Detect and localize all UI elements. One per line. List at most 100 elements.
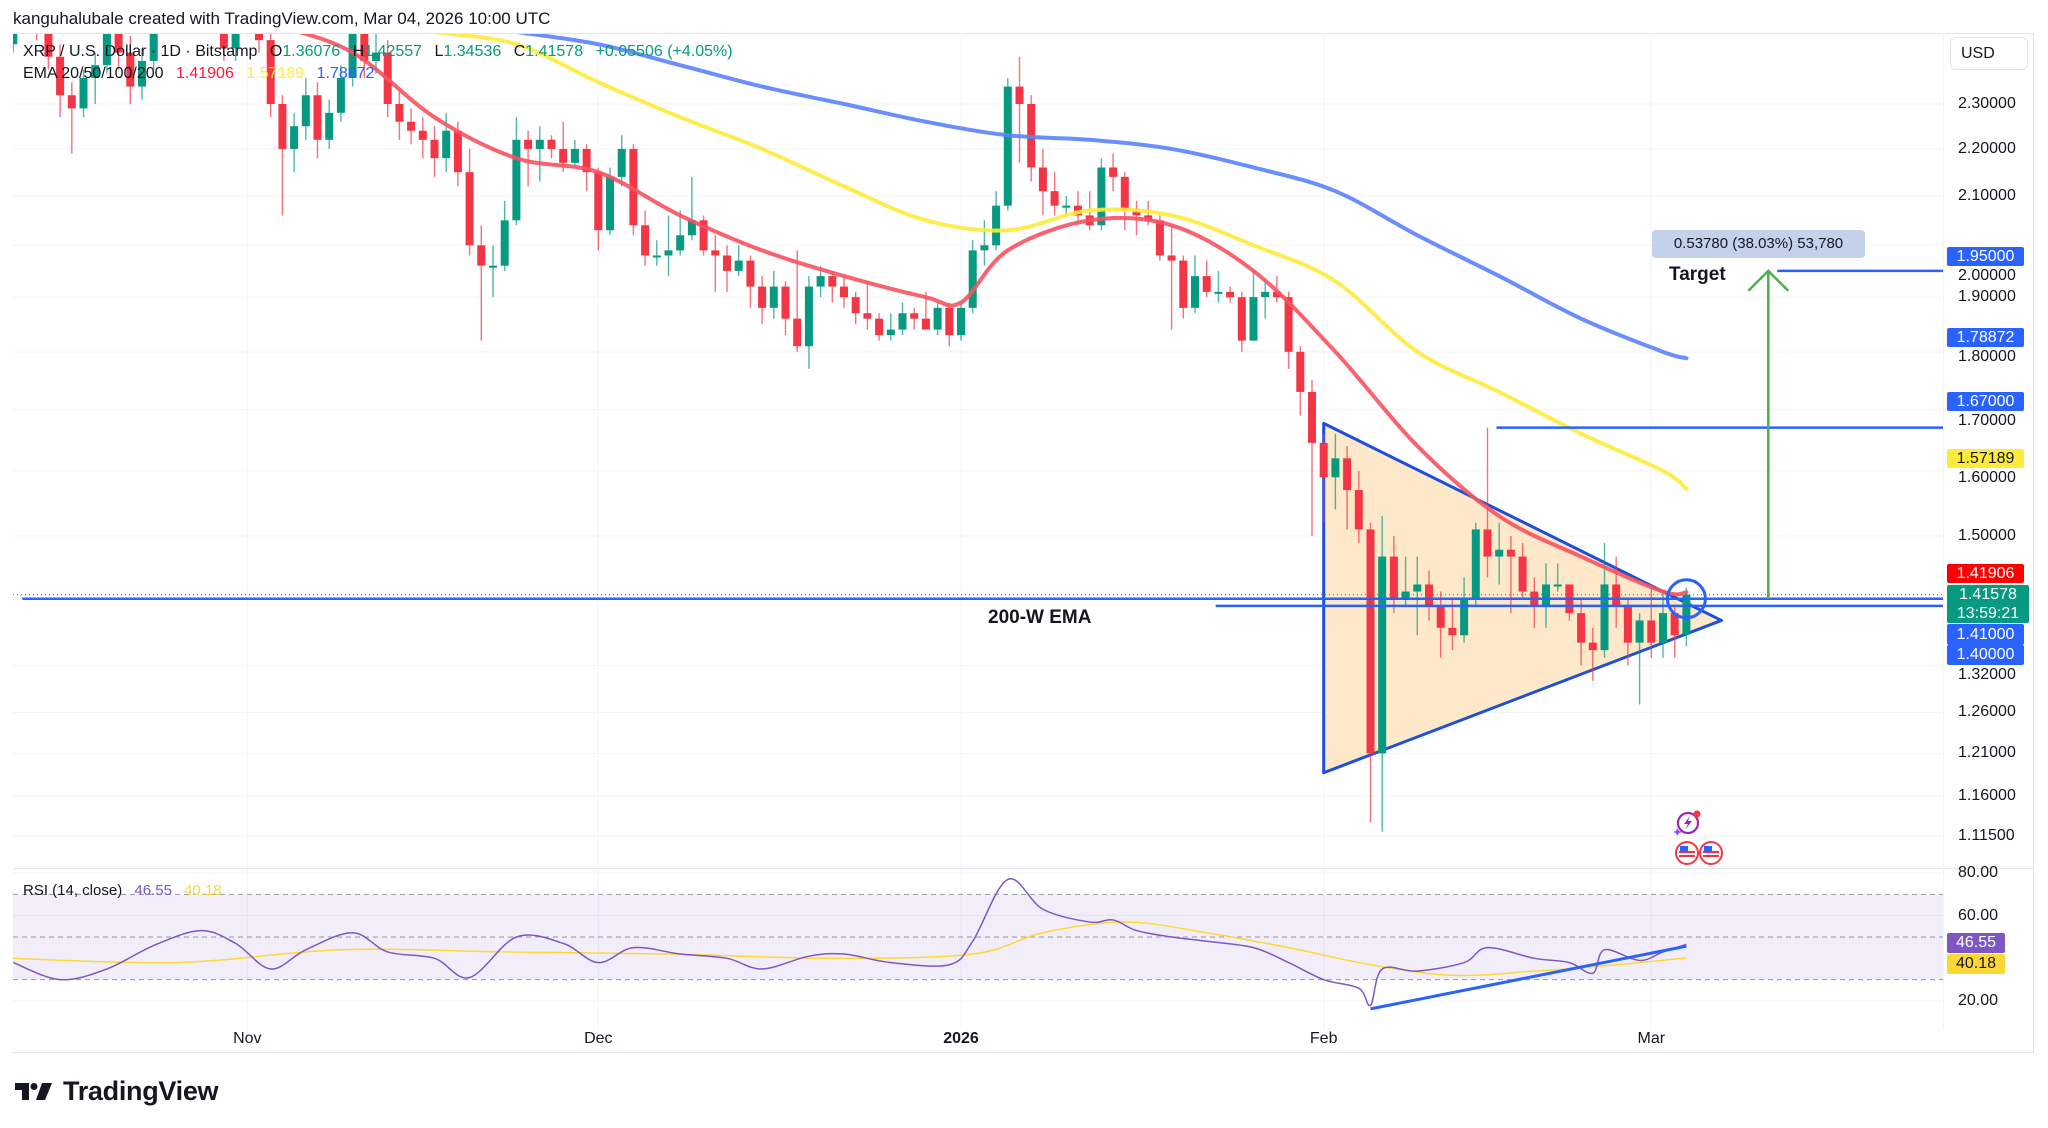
ema-legend[interactable]: EMA 20/50/100/200 1.41906 1.57189 1.7887… (23, 65, 382, 83)
candle-body (21, 0, 29, 20)
candle (1506, 536, 1515, 614)
candle (1378, 516, 1387, 832)
candle-body (313, 95, 322, 140)
candle (477, 225, 486, 341)
candle (255, 34, 263, 53)
rsi-legend[interactable]: RSI (14, close) 46.55 40.18 (23, 882, 230, 900)
symbol-legend[interactable]: XRP / U.S. Dollar · 1D · Bitstamp O1.360… (23, 43, 741, 61)
us-flag-icon[interactable] (1675, 841, 1699, 865)
candle-body (1038, 167, 1047, 192)
drawings[interactable] (13, 269, 1943, 620)
us-flag-icon[interactable] (1699, 841, 1723, 865)
candle (1448, 598, 1457, 651)
candle-body (711, 250, 720, 256)
rsi-ma-line (13, 921, 1687, 977)
candle-body (980, 245, 989, 251)
candle (1389, 536, 1398, 614)
candle (102, 34, 111, 74)
candle-body (734, 260, 743, 271)
candle (173, 0, 181, 12)
ai-insight-icon[interactable] (1672, 808, 1702, 838)
candle (851, 291, 860, 325)
candle-body (301, 95, 310, 127)
tradingview-logo[interactable]: TradingView (15, 1076, 219, 1107)
candle (1319, 433, 1328, 523)
candle-body (1202, 276, 1211, 292)
candle (313, 82, 322, 159)
candle (138, 48, 146, 100)
candle-body (547, 139, 556, 149)
candle (1518, 542, 1527, 599)
candle-body (1670, 613, 1679, 636)
candle-body (1214, 291, 1223, 294)
candle (828, 270, 837, 303)
candle-body (138, 60, 146, 87)
candle-body (1331, 458, 1340, 478)
candle-body (1050, 191, 1059, 206)
candle (21, 0, 29, 32)
symbol-name: XRP / U.S. Dollar · 1D · Bitstamp (23, 43, 258, 60)
candle-body (430, 139, 439, 159)
candle (1343, 445, 1352, 530)
ema20-value: 1.41906 (176, 65, 234, 82)
candle-body (1647, 620, 1656, 643)
candle-body (1261, 291, 1270, 298)
candle (945, 302, 954, 347)
candle-body (1588, 642, 1597, 651)
candle (641, 210, 650, 266)
candle (652, 240, 661, 266)
rsi-value: 46.55 (134, 882, 172, 899)
tradingview-logo-text: TradingView (63, 1076, 219, 1106)
economic-events-icon[interactable] (1674, 840, 1726, 866)
candle-body (1600, 584, 1609, 651)
candle (1191, 255, 1199, 314)
candle (1483, 427, 1492, 578)
candle-body (33, 0, 41, 20)
candle-body (1518, 556, 1527, 592)
candle (500, 200, 509, 271)
candle (489, 245, 497, 298)
open-value: 1.36076 (282, 43, 341, 60)
last-price-badge: 1.41578 13:59:21 (1947, 585, 2029, 623)
candle (407, 108, 416, 145)
candle (734, 245, 743, 277)
price-tick-label: 2.00000 (1958, 267, 2016, 284)
candle (524, 130, 533, 187)
ema-annotation-label[interactable]: 200-W EMA (988, 607, 1092, 628)
candle (793, 250, 802, 352)
candle-body (1413, 584, 1422, 592)
candle-body (1109, 167, 1118, 177)
candle-body (570, 148, 579, 163)
candle (13, 34, 18, 53)
candle (1460, 577, 1469, 643)
time-tick-label: Dec (584, 1030, 613, 1047)
change-value: +0.05506 (+4.05%) (595, 43, 733, 60)
candle (372, 34, 380, 74)
currency-button[interactable]: USD (1950, 37, 2028, 70)
candle (360, 34, 369, 78)
candle-body (13, 34, 18, 45)
candle (465, 148, 474, 256)
candle (1214, 270, 1223, 303)
candle (664, 215, 673, 277)
last-price: 1.41578 (1959, 586, 2017, 603)
candle-body (1659, 613, 1667, 643)
candle (980, 220, 989, 266)
candle-body (1495, 549, 1504, 557)
target-annotation-label[interactable]: Target (1669, 264, 1726, 285)
candle-body (512, 139, 521, 221)
candle-body (149, 34, 158, 61)
candle (992, 191, 1001, 251)
price-range-measure[interactable]: 0.53780 (38.03%) 53,780 (1652, 230, 1865, 258)
chart-credit: kanguhalubale created with TradingView.c… (13, 9, 551, 28)
candle-body (1542, 584, 1550, 606)
price-tick-label: 1.11500 (1958, 827, 2015, 845)
ema-lines (298, 34, 1689, 597)
candle-body (1296, 351, 1305, 392)
candle (1366, 522, 1375, 823)
price-tick-label: 1.26000 (1958, 703, 2016, 721)
rsi-band (13, 893, 1943, 981)
candle-body (231, 34, 240, 49)
candle-body (746, 260, 755, 287)
